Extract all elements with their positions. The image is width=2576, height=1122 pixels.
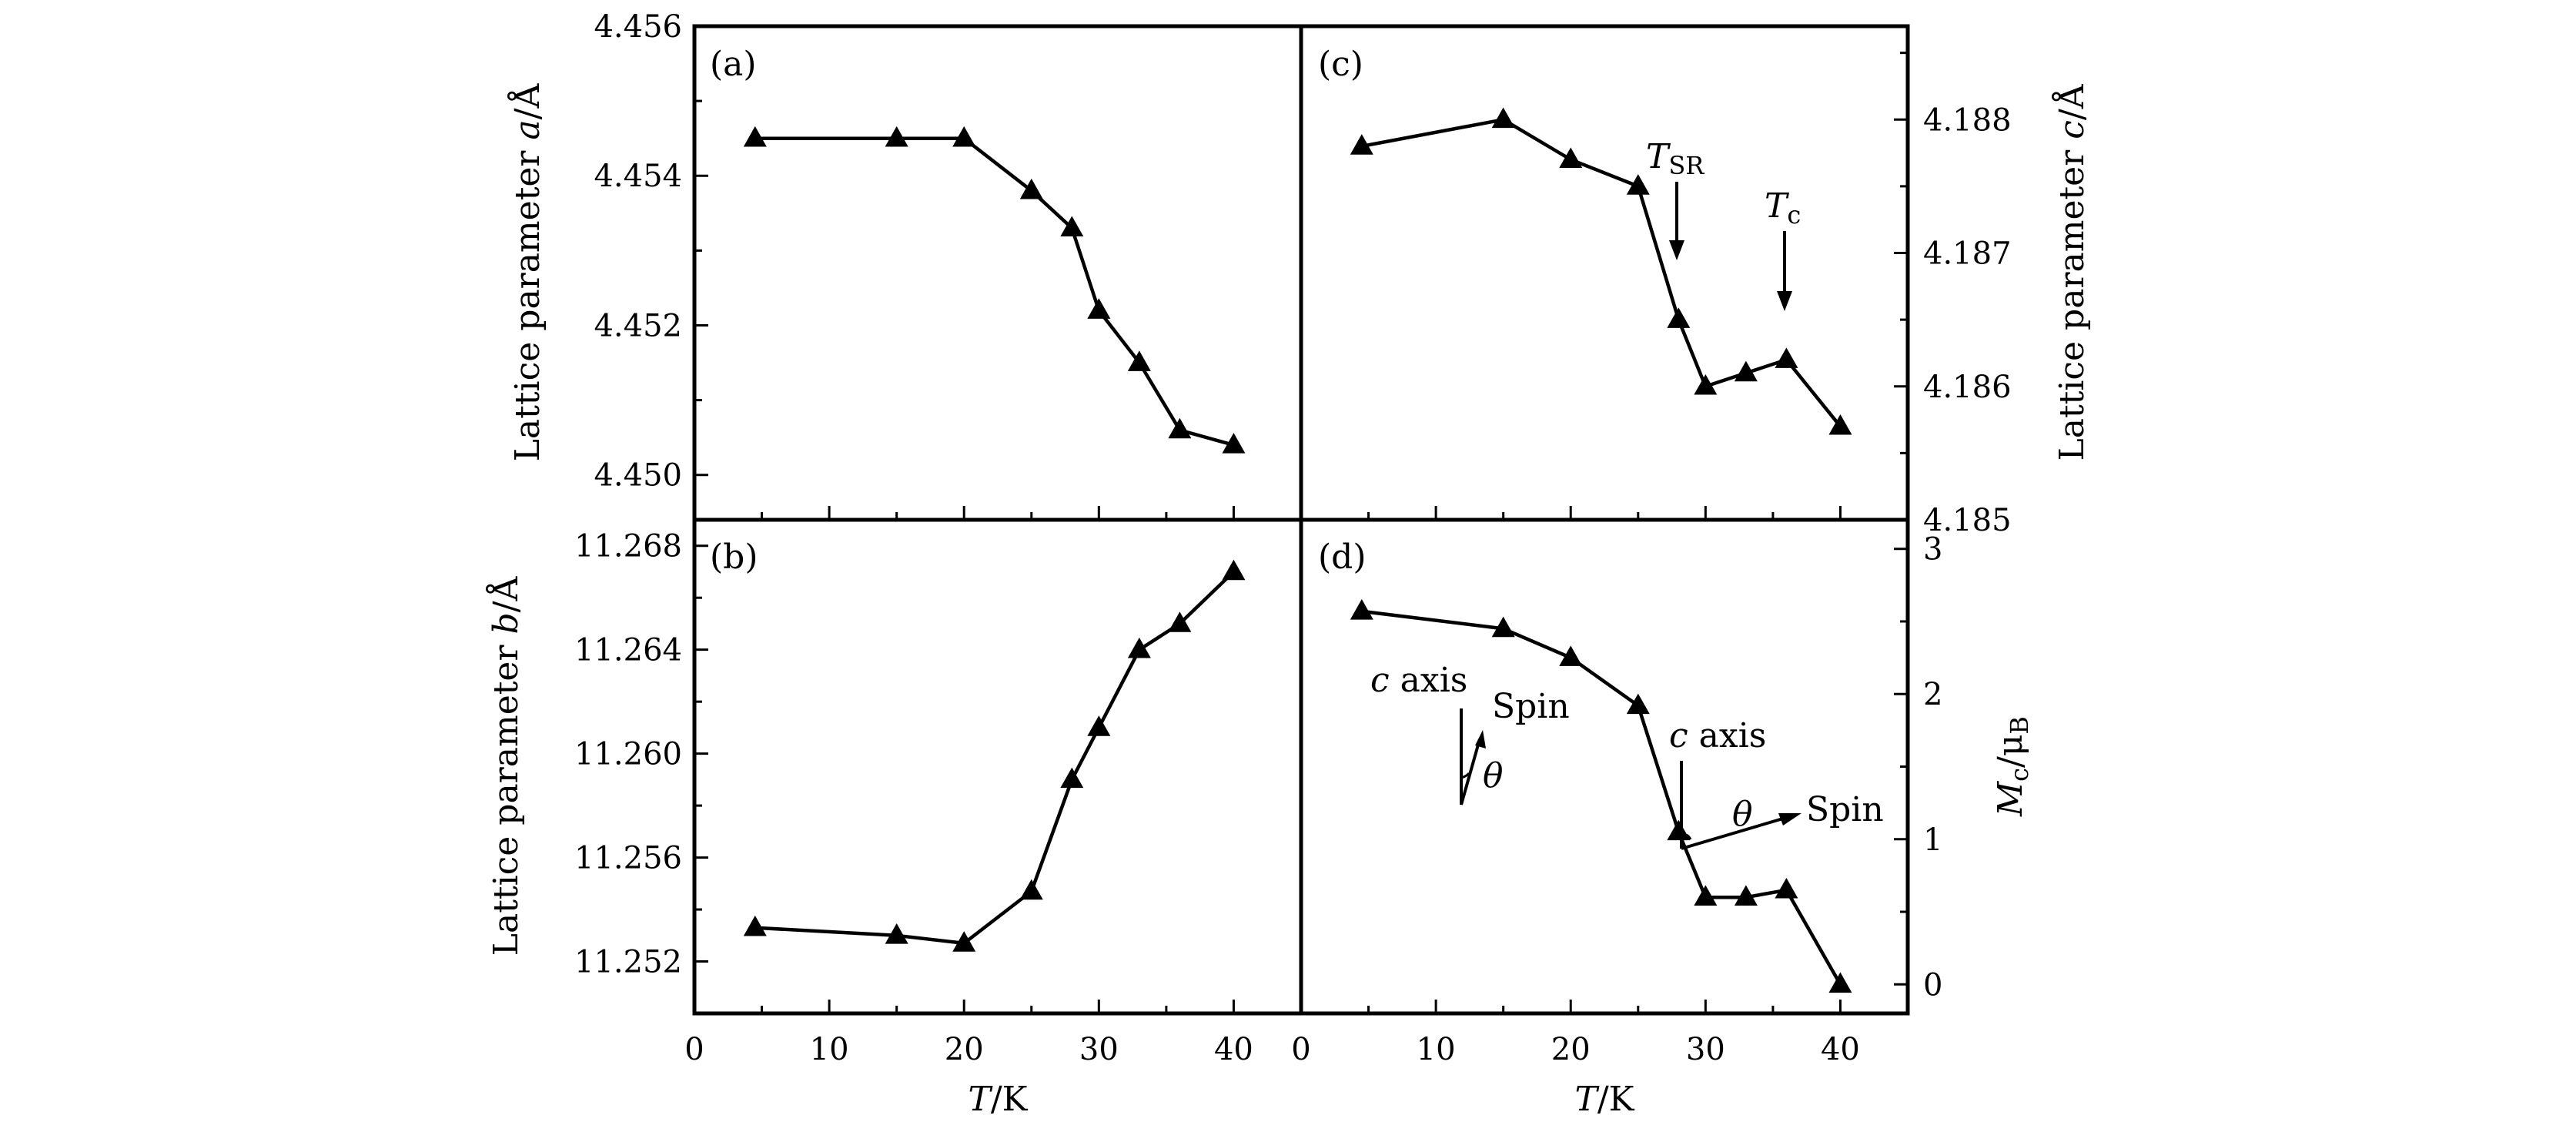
data-point-a <box>1168 417 1192 439</box>
y-tick-label-d: 2 <box>1923 677 1942 712</box>
panel-label-c: (c) <box>1318 45 1363 84</box>
data-point-c <box>1828 414 1852 435</box>
data-point-d <box>1734 885 1758 906</box>
x-tick-label-b: 0 <box>684 1032 704 1067</box>
data-point-b <box>952 931 976 952</box>
y-tick-label-b: 11.264 <box>574 633 682 668</box>
y-axis-title-d: Mc/μB <box>1991 716 2034 817</box>
x-tick-label-b: 10 <box>810 1032 849 1067</box>
y-tick-label-d: 3 <box>1923 532 1942 568</box>
data-point-d <box>1491 616 1515 638</box>
data-point-b <box>1087 715 1111 736</box>
data-point-a <box>1127 350 1151 371</box>
inset2-spin-arrowhead <box>1778 813 1802 826</box>
panel-label-d: (d) <box>1318 538 1367 577</box>
inset1-spin-arrowhead <box>1475 730 1486 749</box>
y-tick-label-d: 1 <box>1923 822 1942 858</box>
x-tick-label-b: 20 <box>945 1032 984 1067</box>
data-point-c <box>1667 307 1691 328</box>
spin-inset-low-temperature: c axis Spin θ <box>1370 661 1570 805</box>
data-point-c <box>1694 374 1718 395</box>
tsr-label: TSR <box>1646 137 1705 180</box>
data-point-d <box>1667 819 1691 841</box>
y-axis-title-c: Lattice parameter c/Å <box>2051 83 2092 461</box>
data-point-a <box>1060 216 1084 237</box>
y-tick-label-a: 4.452 <box>594 308 682 343</box>
y-tick-label-b: 11.256 <box>574 841 682 876</box>
inset2-theta-label: θ <box>1732 795 1753 834</box>
y-tick-label-a: 4.450 <box>594 458 682 494</box>
y-tick-label-c: 4.186 <box>1923 370 2012 405</box>
data-point-a <box>743 126 767 147</box>
data-point-c <box>1734 360 1758 382</box>
inset1-angle-arc <box>1460 772 1470 779</box>
inset1-spin-label: Spin <box>1492 687 1570 726</box>
tc-label: Tc <box>1765 186 1801 229</box>
data-point-c <box>1775 347 1798 368</box>
tsr-annotation: TSR <box>1646 137 1705 260</box>
x-tick-label-b: 40 <box>1214 1032 1253 1067</box>
data-point-b <box>1127 637 1151 658</box>
x-tick-label-d: 0 <box>1291 1032 1310 1067</box>
inset2-spin-arrow <box>1681 815 1791 850</box>
inset1-theta-label: θ <box>1483 756 1504 795</box>
data-point-d <box>1775 878 1798 899</box>
y-tick-label-c: 4.188 <box>1923 102 2012 138</box>
y-tick-label-d: 0 <box>1923 967 1942 1003</box>
inset2-angle-arc <box>1681 833 1692 840</box>
tc-arrowhead <box>1777 291 1792 311</box>
data-point-b <box>1168 611 1192 632</box>
x-tick-label-d: 30 <box>1686 1032 1725 1067</box>
data-point-a <box>1222 433 1246 454</box>
data-point-b <box>1222 559 1246 581</box>
spin-inset-high-temperature: c axis Spin θ <box>1669 716 1884 850</box>
series-line-a <box>754 136 1235 447</box>
data-point-b <box>743 915 767 936</box>
inset2-c-axis-label: c axis <box>1669 716 1766 755</box>
x-tick-label-d: 40 <box>1821 1032 1860 1067</box>
data-point-c <box>1491 107 1515 129</box>
data-point-c <box>1350 134 1373 155</box>
panel-label-a: (a) <box>710 45 757 84</box>
data-point-c <box>1626 174 1650 195</box>
y-axis-title-a: Lattice parameter a/Å <box>507 82 547 461</box>
x-tick-label-b: 30 <box>1079 1032 1119 1067</box>
y-tick-label-a: 4.456 <box>594 9 682 45</box>
inset2-spin-label: Spin <box>1806 790 1884 829</box>
data-point-d <box>1350 599 1373 620</box>
y-axis-title-b: Lattice parameter b/Å <box>485 576 526 956</box>
data-point-d <box>1828 972 1852 993</box>
panel-label-b: (b) <box>710 538 758 577</box>
y-tick-label-a: 4.454 <box>594 159 682 194</box>
data-point-d <box>1626 693 1650 715</box>
y-tick-label-b: 11.260 <box>574 737 682 772</box>
data-point-b <box>1060 767 1084 789</box>
series-line-c <box>1361 118 1842 428</box>
data-point-a <box>1087 298 1111 319</box>
x-tick-label-d: 10 <box>1417 1032 1456 1067</box>
y-tick-label-b: 11.268 <box>574 529 682 564</box>
y-tick-label-c: 4.187 <box>1923 236 2012 272</box>
series-line-b <box>754 570 1235 946</box>
data-point-b <box>885 923 908 944</box>
tc-annotation: Tc <box>1765 186 1801 311</box>
data-point-c <box>1559 147 1583 169</box>
data-point-d <box>1559 645 1583 666</box>
x-axis-title-right: T/K <box>1574 1080 1634 1119</box>
tsr-arrowhead <box>1669 240 1684 260</box>
x-tick-label-d: 20 <box>1551 1032 1591 1067</box>
inset1-c-axis-label: c axis <box>1370 661 1467 700</box>
y-tick-label-c: 4.185 <box>1923 503 2012 538</box>
x-axis-title-left: T/K <box>968 1080 1028 1119</box>
data-point-a <box>1019 178 1043 199</box>
inset1-spin-arrow <box>1460 739 1481 805</box>
data-point-a <box>885 126 908 147</box>
data-point-d <box>1694 885 1718 906</box>
data-point-b <box>1019 879 1043 900</box>
data-point-a <box>952 126 976 147</box>
y-tick-label-b: 11.252 <box>574 945 682 980</box>
